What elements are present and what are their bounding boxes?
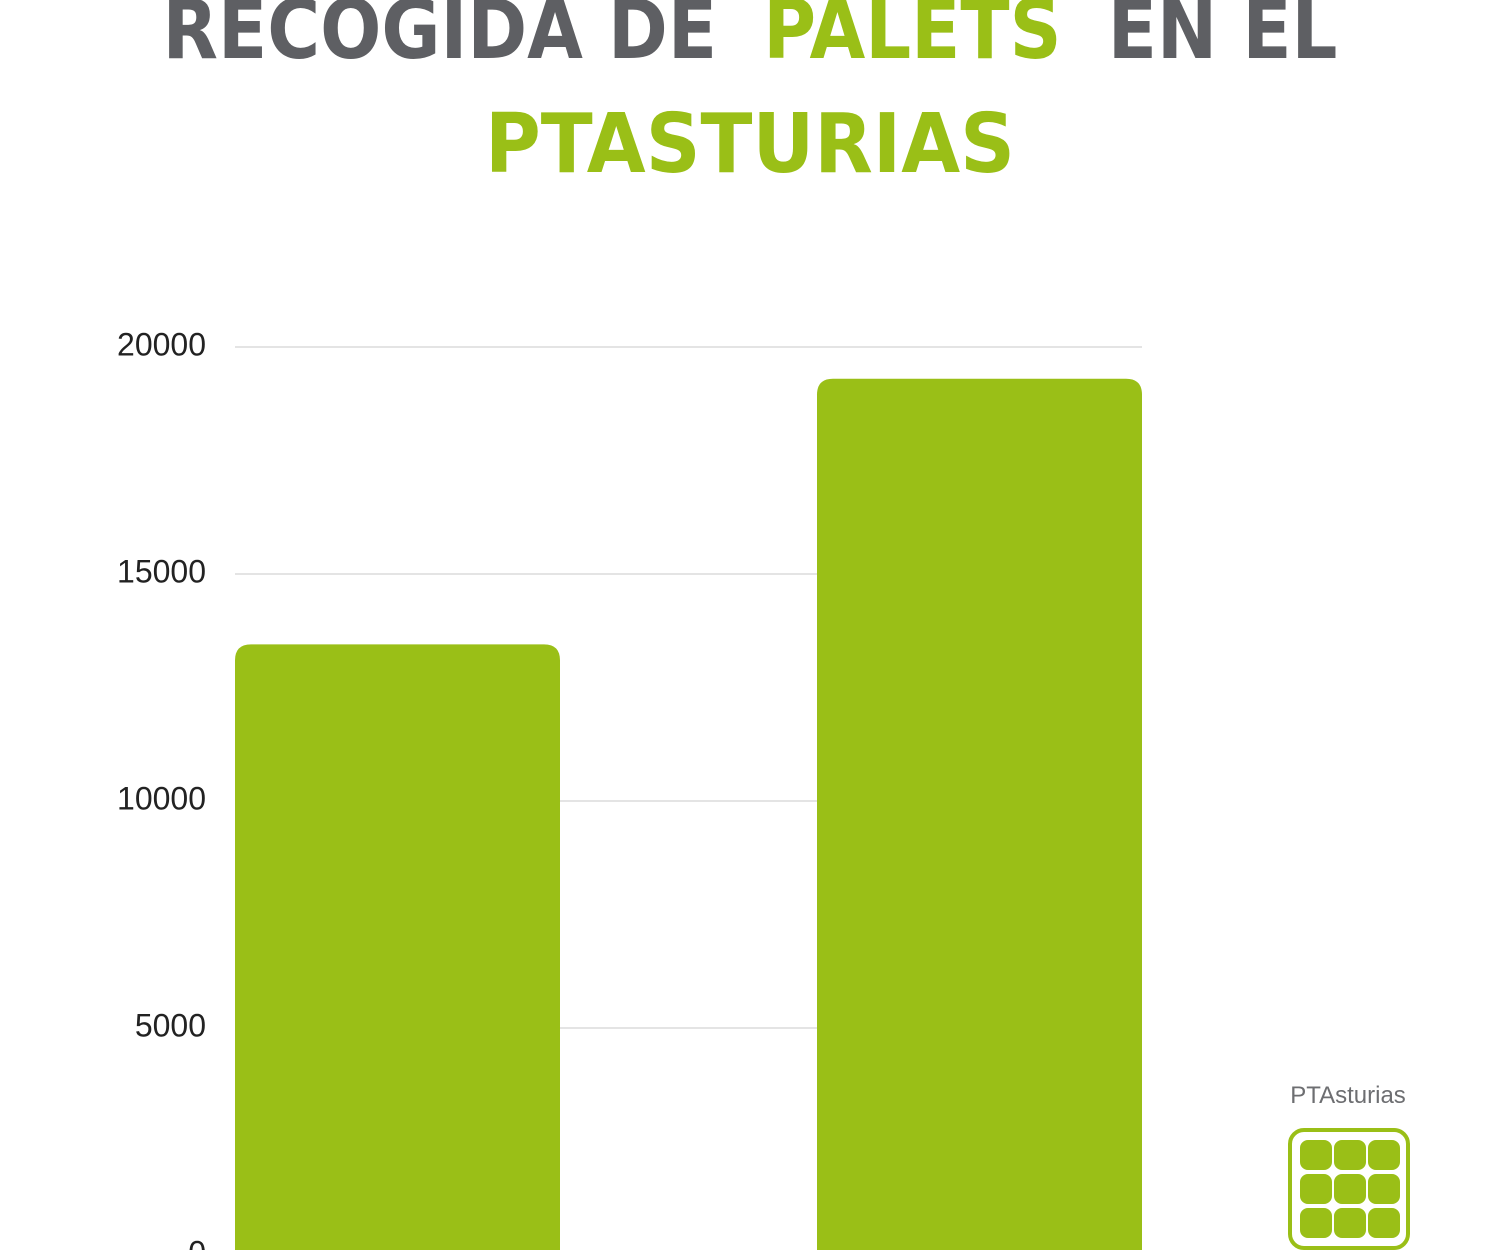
y-tick-label: 0	[188, 1234, 206, 1250]
y-tick-label: 10000	[117, 780, 206, 816]
title-part: RECOGIDA DE	[163, 0, 718, 78]
plot-area: 0 5000 10000 15000 20000	[117, 326, 1142, 1250]
logo-icon	[1288, 1128, 1410, 1250]
bar	[235, 644, 560, 1250]
chart-title-line-2: PTASTURIAS	[485, 97, 1015, 192]
y-tick-label: 5000	[135, 1007, 206, 1043]
y-tick-label: 20000	[117, 326, 206, 362]
title-part: PALETS	[763, 0, 1061, 78]
logo: PTAsturias	[1288, 1082, 1410, 1250]
logo-text: PTAsturias	[1290, 1082, 1406, 1109]
chart-title-line-1: RECOGIDA DE PALETS EN EL	[163, 0, 1338, 78]
y-tick-label: 15000	[117, 553, 206, 589]
bar	[817, 378, 1142, 1250]
title-part: EN EL	[1108, 0, 1338, 78]
